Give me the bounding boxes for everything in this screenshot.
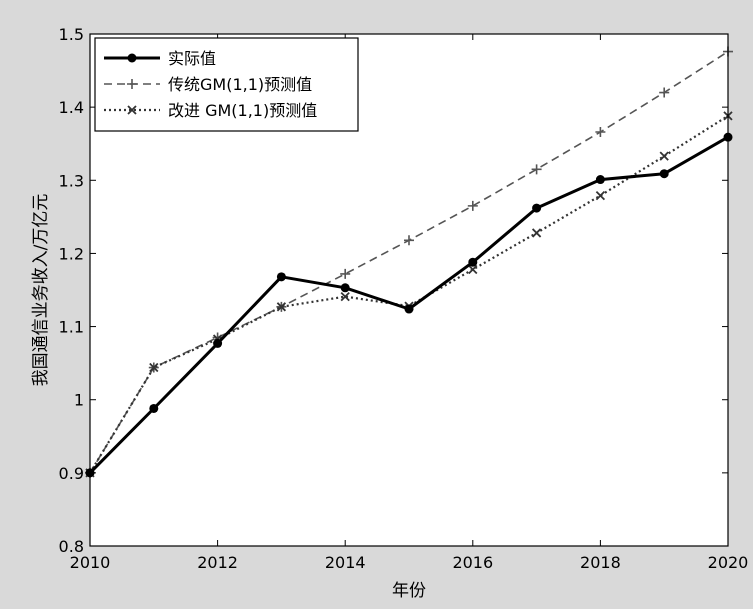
y-tick-label: 1.4 bbox=[59, 98, 84, 117]
legend-label: 改进 GM(1,1)预测值 bbox=[168, 101, 317, 120]
legend-label: 实际值 bbox=[168, 49, 216, 68]
x-tick-label: 2014 bbox=[325, 553, 366, 572]
x-tick-label: 2016 bbox=[452, 553, 493, 572]
y-tick-label: 1 bbox=[74, 391, 84, 410]
x-tick-labels: 2010 2012 2014 2016 2018 2020 bbox=[70, 553, 749, 572]
legend-box bbox=[94, 37, 359, 132]
y-axis-label: 我国通信业务收入/万亿元 bbox=[31, 194, 51, 387]
x-tick-label: 2010 bbox=[70, 553, 111, 572]
y-tick-label: 1.3 bbox=[59, 171, 84, 190]
data-point bbox=[468, 264, 478, 275]
data-point bbox=[404, 304, 414, 314]
x-tick-label: 2012 bbox=[197, 553, 238, 572]
x-tick-label: 2018 bbox=[580, 553, 621, 572]
data-point bbox=[595, 127, 606, 138]
data-point bbox=[659, 151, 669, 161]
legend-label: 传统GM(1,1)预测值 bbox=[168, 75, 312, 94]
data-point bbox=[595, 191, 606, 201]
legend-entry: 改进 GM(1,1)预测值 bbox=[104, 101, 317, 120]
legend-entry: 传统GM(1,1)预测值 bbox=[104, 75, 312, 94]
data-point bbox=[340, 291, 350, 302]
data-point bbox=[659, 87, 670, 98]
legend-marker bbox=[127, 79, 137, 89]
legend-marker bbox=[127, 105, 137, 115]
data-point bbox=[467, 200, 478, 211]
series-layer bbox=[85, 46, 733, 478]
tick-marks bbox=[89, 33, 729, 547]
data-point bbox=[404, 235, 414, 246]
data-point bbox=[276, 272, 286, 282]
plot-frame bbox=[89, 33, 729, 547]
y-tick-label: 1.1 bbox=[59, 318, 84, 337]
data-point bbox=[149, 362, 159, 373]
data-point bbox=[468, 257, 478, 267]
data-point bbox=[532, 203, 542, 213]
data-point bbox=[659, 169, 669, 179]
x-axis-label: 年份 bbox=[392, 581, 426, 601]
legend-entry: 实际值 bbox=[104, 49, 216, 68]
legend-marker bbox=[127, 53, 137, 63]
series-1 bbox=[85, 132, 733, 478]
x-tick-label: 2020 bbox=[708, 553, 749, 572]
data-point bbox=[340, 268, 351, 279]
y-tick-labels: 0.8 0.9 1 1.1 1.2 1.3 1.4 1.5 bbox=[59, 25, 84, 556]
y-tick-label: 1.5 bbox=[59, 25, 84, 44]
data-point bbox=[149, 403, 159, 413]
data-point bbox=[213, 338, 223, 348]
data-point bbox=[531, 228, 542, 238]
data-point bbox=[276, 302, 287, 312]
y-tick-label: 0.9 bbox=[59, 464, 84, 483]
data-point bbox=[531, 164, 542, 175]
data-point bbox=[595, 175, 605, 185]
y-tick-label: 0.8 bbox=[59, 537, 84, 556]
data-point bbox=[340, 283, 350, 293]
y-tick-label: 1.2 bbox=[59, 244, 84, 263]
